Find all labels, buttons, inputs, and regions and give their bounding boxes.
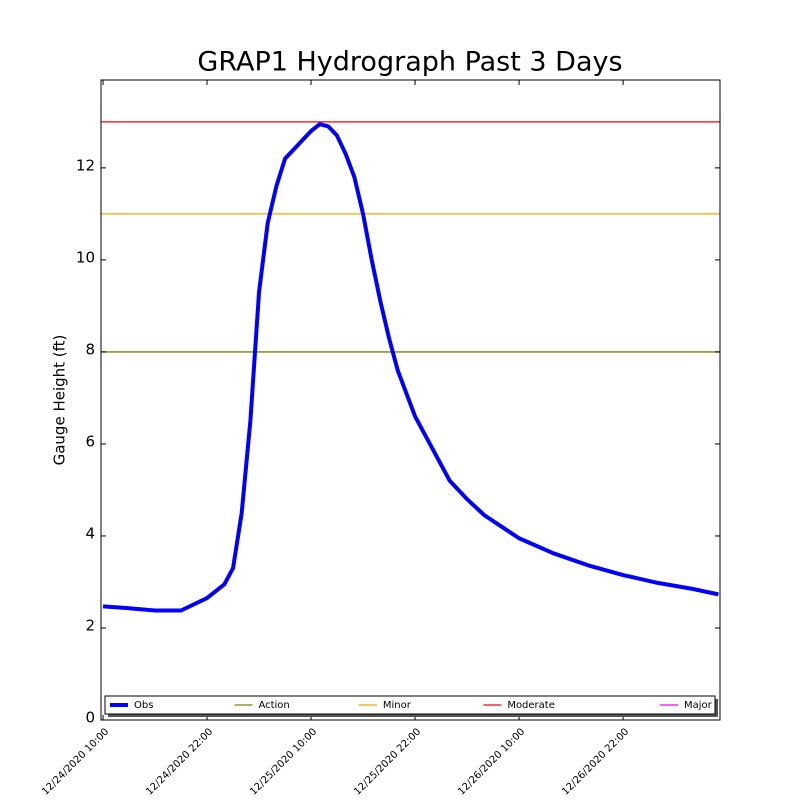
y-tick-label: 10 [76, 248, 95, 266]
data-line [102, 122, 719, 613]
y-axis-label: Gauge Height (ft) [51, 335, 69, 466]
y-tick-label: 4 [85, 524, 95, 542]
legend-label: Major [684, 700, 713, 711]
y-tick-label: 8 [85, 340, 95, 358]
chart-title: GRAP1 Hydrograph Past 3 Days [197, 47, 622, 78]
legend-label: Obs [134, 700, 153, 711]
legend-label: Action [258, 700, 289, 711]
y-tick-label: 6 [85, 432, 95, 450]
legend-label: Minor [383, 700, 412, 711]
plot-frame [100, 79, 721, 721]
y-tick-label: 12 [76, 156, 95, 174]
legend-box [104, 695, 716, 715]
legend: Obs Action Minor Moderate Major [104, 695, 718, 717]
y-tick-label: 0 [85, 709, 95, 727]
y-tick-label: 2 [85, 616, 95, 634]
legend-label: Moderate [507, 700, 555, 711]
